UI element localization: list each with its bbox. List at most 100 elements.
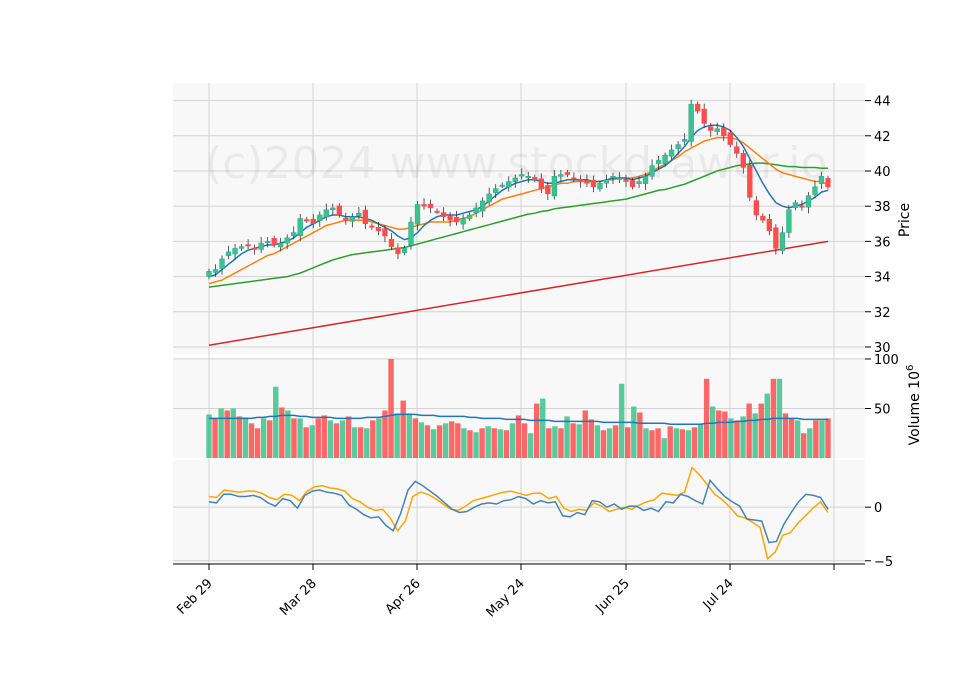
candle-up — [655, 160, 662, 164]
candle-up — [649, 165, 655, 177]
candle-up — [714, 128, 720, 132]
candlesticks — [206, 99, 831, 280]
volume-bar-up — [309, 425, 315, 458]
candle-down — [271, 237, 277, 246]
volume-bar-down — [546, 428, 552, 458]
x-tick-label: Feb 29 — [174, 576, 216, 618]
volume-bar-down — [236, 416, 243, 458]
volume-bar-up — [527, 433, 534, 458]
candle-down — [564, 172, 571, 175]
volume-bar-down — [254, 428, 261, 458]
volume-bar-down — [515, 415, 522, 458]
x-tick-label: Jul 24 — [700, 576, 737, 613]
candle-up — [558, 174, 564, 177]
volume-bar-down — [582, 410, 588, 458]
volume-bar-up — [394, 413, 400, 458]
candle-up — [616, 177, 623, 180]
x-axis: Feb 29 Mar 28 Apr 26 May 24 Jun 25 Jul 24 — [173, 563, 865, 620]
volume-bar-down — [400, 400, 406, 458]
volume-tick-label: 50 — [874, 402, 891, 417]
candle-up — [779, 232, 786, 251]
candle-up — [682, 139, 688, 142]
ma-long-line — [208, 162, 828, 288]
candle-down — [721, 127, 727, 137]
volume-bar-up — [564, 416, 570, 458]
price-tick-label: 44 — [874, 95, 891, 110]
candle-down — [440, 212, 447, 217]
volume-bar-down — [449, 421, 455, 458]
candle-down — [773, 227, 779, 249]
candle-down — [382, 228, 388, 237]
candle-down — [695, 103, 701, 112]
candle-up — [349, 216, 355, 222]
volume-bar-down — [370, 420, 376, 458]
volume-bar-up — [218, 408, 224, 458]
price-tick-label: 36 — [874, 235, 891, 250]
candle-up — [499, 184, 505, 187]
volume-bar-up — [327, 420, 334, 458]
volume-tick-label: 100 — [874, 353, 899, 368]
volume-bar-down — [734, 420, 740, 458]
volume-bar-down — [279, 407, 285, 458]
candle-down — [310, 218, 316, 225]
candle-up — [317, 214, 323, 221]
volume-bar-down — [655, 428, 661, 458]
volume-bar-down — [224, 410, 230, 458]
candle-down — [538, 178, 544, 189]
volume-bar-down — [248, 423, 255, 458]
volume-bar-down — [716, 410, 722, 458]
volume-bar-down — [467, 430, 473, 458]
candle-up — [473, 207, 479, 214]
price-tick-label: 30 — [874, 341, 891, 356]
volume-bar-up — [631, 406, 637, 458]
candle-up — [812, 186, 818, 195]
volume-bar-down — [303, 427, 309, 458]
volume-bar-up — [242, 417, 249, 458]
candle-up — [466, 214, 473, 219]
volume-bar-down — [637, 412, 643, 458]
candle-down — [532, 177, 538, 181]
candle-up — [212, 269, 219, 273]
candle-up — [519, 174, 525, 177]
volume-bar-down — [825, 418, 831, 458]
candle-down — [343, 217, 349, 221]
volume-bar-down — [703, 378, 710, 458]
candle-down — [740, 153, 746, 168]
volume-bar-up — [297, 418, 303, 458]
volume-bar-up — [485, 426, 491, 458]
candle-down — [245, 244, 251, 247]
volume-bar-down — [588, 419, 595, 458]
candle-down — [747, 165, 753, 198]
volume-bar-down — [479, 428, 485, 458]
candle-down — [545, 185, 551, 195]
candle-up — [323, 209, 329, 218]
volume-bar-down — [691, 427, 698, 458]
x-tick-label: Apr 26 — [383, 576, 424, 617]
volume-bar-down — [491, 428, 497, 458]
volume-bar-up — [273, 386, 279, 458]
x-tick-label: May 24 — [484, 576, 528, 620]
candle-up — [675, 144, 681, 150]
candle-down — [388, 239, 395, 247]
volume-bar-down — [321, 415, 328, 458]
volume-bar-up — [819, 420, 825, 458]
candle-up — [603, 179, 610, 184]
candle-up — [642, 176, 649, 184]
volume-bar-down — [667, 426, 673, 458]
volume-bar-up — [752, 413, 758, 458]
candle-up — [597, 183, 603, 190]
volume-bar-up — [351, 427, 358, 458]
ma-mid-line — [208, 136, 829, 285]
volume-bar-down — [345, 416, 352, 458]
volume-bar-down — [813, 420, 819, 458]
oscillator-lines — [208, 466, 829, 560]
volume-bars — [206, 358, 831, 458]
candle-down — [584, 180, 590, 184]
volume-bar-up — [673, 428, 679, 458]
oscillator-main-line — [208, 478, 829, 544]
candle-up — [297, 218, 303, 236]
volume-bar-down — [382, 410, 388, 458]
candle-up — [610, 176, 616, 179]
oscillator-tick-label: 0 — [874, 501, 882, 516]
candle-up — [818, 176, 825, 184]
